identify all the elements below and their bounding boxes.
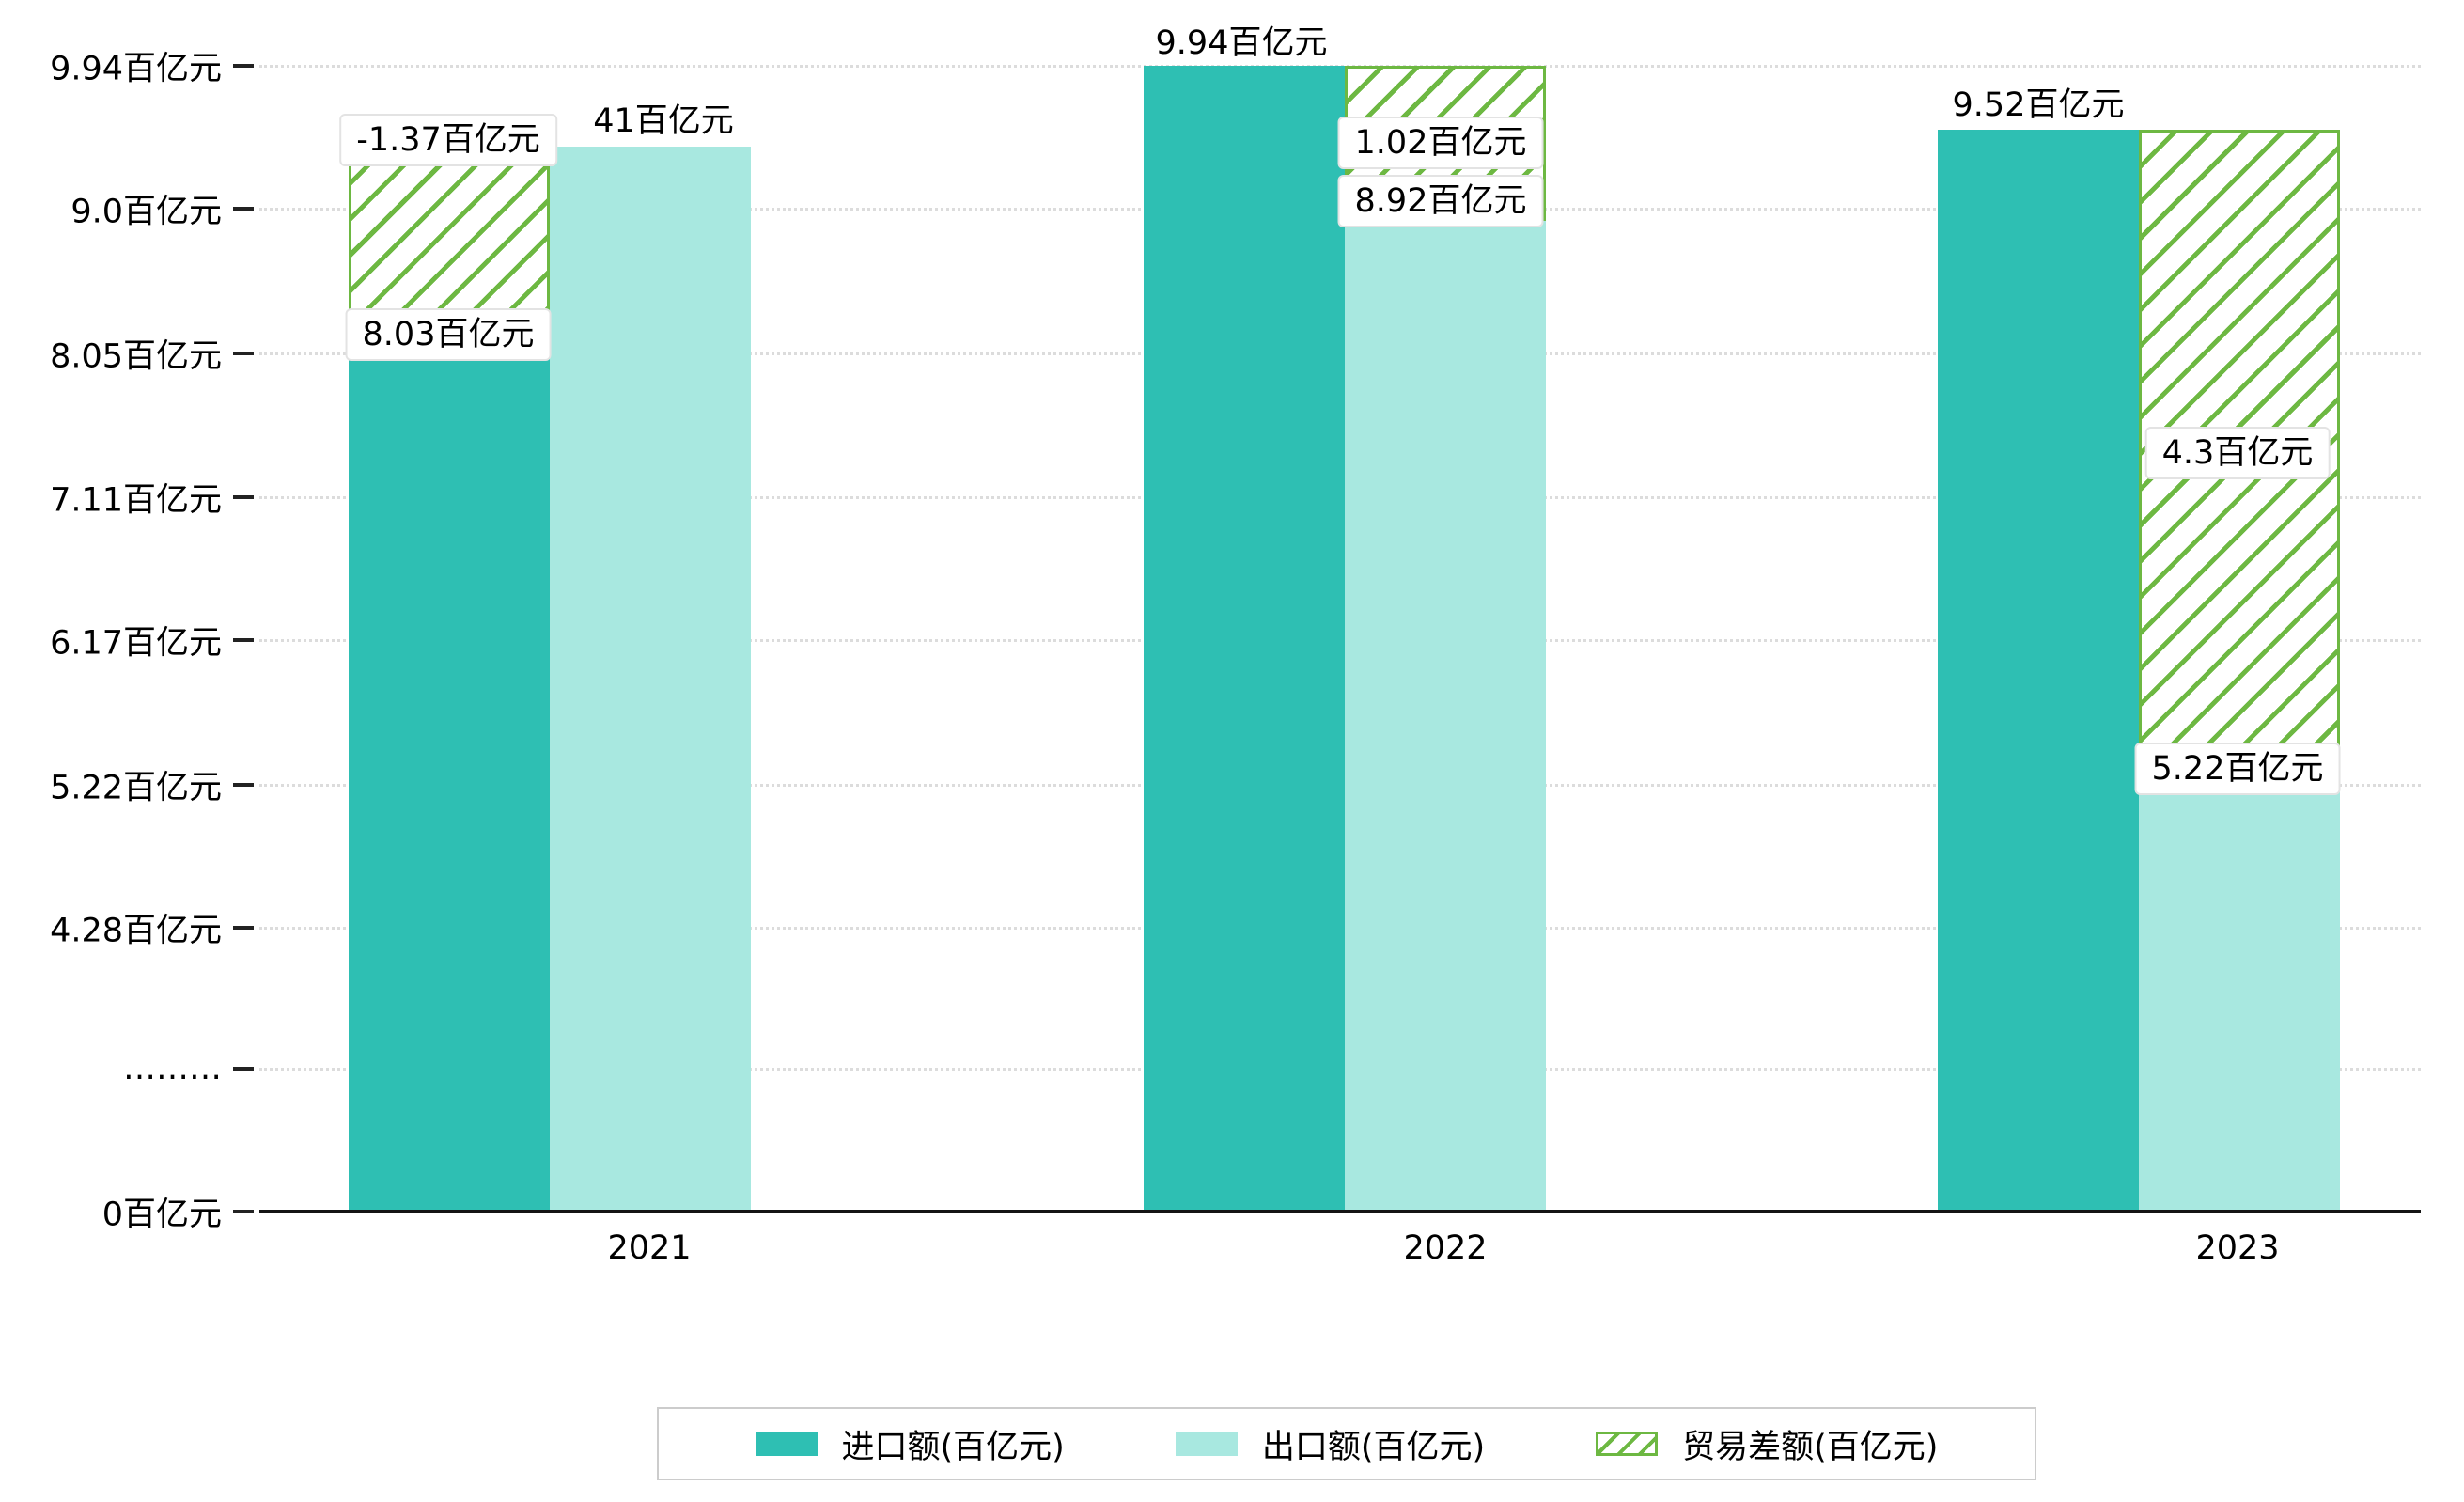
legend-label-export: 出口额(百亿元) [1261,1428,1486,1466]
y-tick-label: 8.05百亿元 [50,337,222,376]
value-label-import: 9.94百亿元 [1155,24,1328,62]
x-axis-line [259,1210,2421,1213]
x-tick-label: 2022 [1403,1229,1488,1267]
legend-item-import: 进口额(百亿元) [755,1420,1065,1468]
export-bar [2139,785,2340,1212]
y-tick-label: ……… [123,1050,222,1087]
y-tick-label: 6.17百亿元 [50,624,222,663]
y-tick-label: 7.11百亿元 [50,481,222,520]
y-tick-mark [233,64,254,68]
value-label-balance: -1.37百亿元 [339,114,557,166]
x-tick-label: 2023 [2195,1229,2280,1267]
legend-item-balance: 贸易差额(百亿元) [1596,1420,1938,1468]
value-label-balance: 1.02百亿元 [1337,117,1544,169]
export-bar [1345,221,1546,1212]
y-tick-mark [233,1067,254,1071]
y-tick-label: 9.0百亿元 [70,193,222,231]
export-bar [550,146,751,1212]
legend-item-export: 出口额(百亿元) [1175,1420,1486,1468]
import-bar [1938,130,2139,1212]
y-tick-mark [233,926,254,931]
import-bar [349,356,550,1212]
y-tick-mark [233,494,254,499]
y-tick-mark [233,638,254,643]
export-swatch-icon [1175,1432,1238,1456]
balance-hatch-swatch-icon [1596,1432,1659,1456]
y-tick-label: 0百亿元 [101,1196,222,1234]
legend: 进口额(百亿元) 出口额(百亿元) 贸易差额(百亿元) [657,1407,2036,1480]
y-tick-mark [233,352,254,356]
legend-label-balance: 贸易差额(百亿元) [1682,1428,1939,1466]
y-tick-label: 4.28百亿元 [50,912,222,950]
value-label-export: 41百亿元 [593,102,734,140]
x-tick-label: 2021 [607,1229,692,1267]
y-tick-mark [233,207,254,211]
value-label-export: 5.22百亿元 [2134,743,2341,795]
y-tick-mark [233,1210,254,1213]
value-label-import: 9.52百亿元 [1952,86,2125,124]
y-tick-label: 5.22百亿元 [50,769,222,807]
import-swatch-icon [755,1432,818,1456]
legend-label-import: 进口额(百亿元) [841,1428,1065,1466]
y-tick-mark [233,783,254,788]
y-tick-label: 9.94百亿元 [50,50,222,88]
value-label-import: 8.03百亿元 [345,308,552,361]
value-label-export: 8.92百亿元 [1337,175,1544,227]
value-label-balance: 4.3百亿元 [2144,427,2331,479]
import-bar [1144,66,1345,1212]
